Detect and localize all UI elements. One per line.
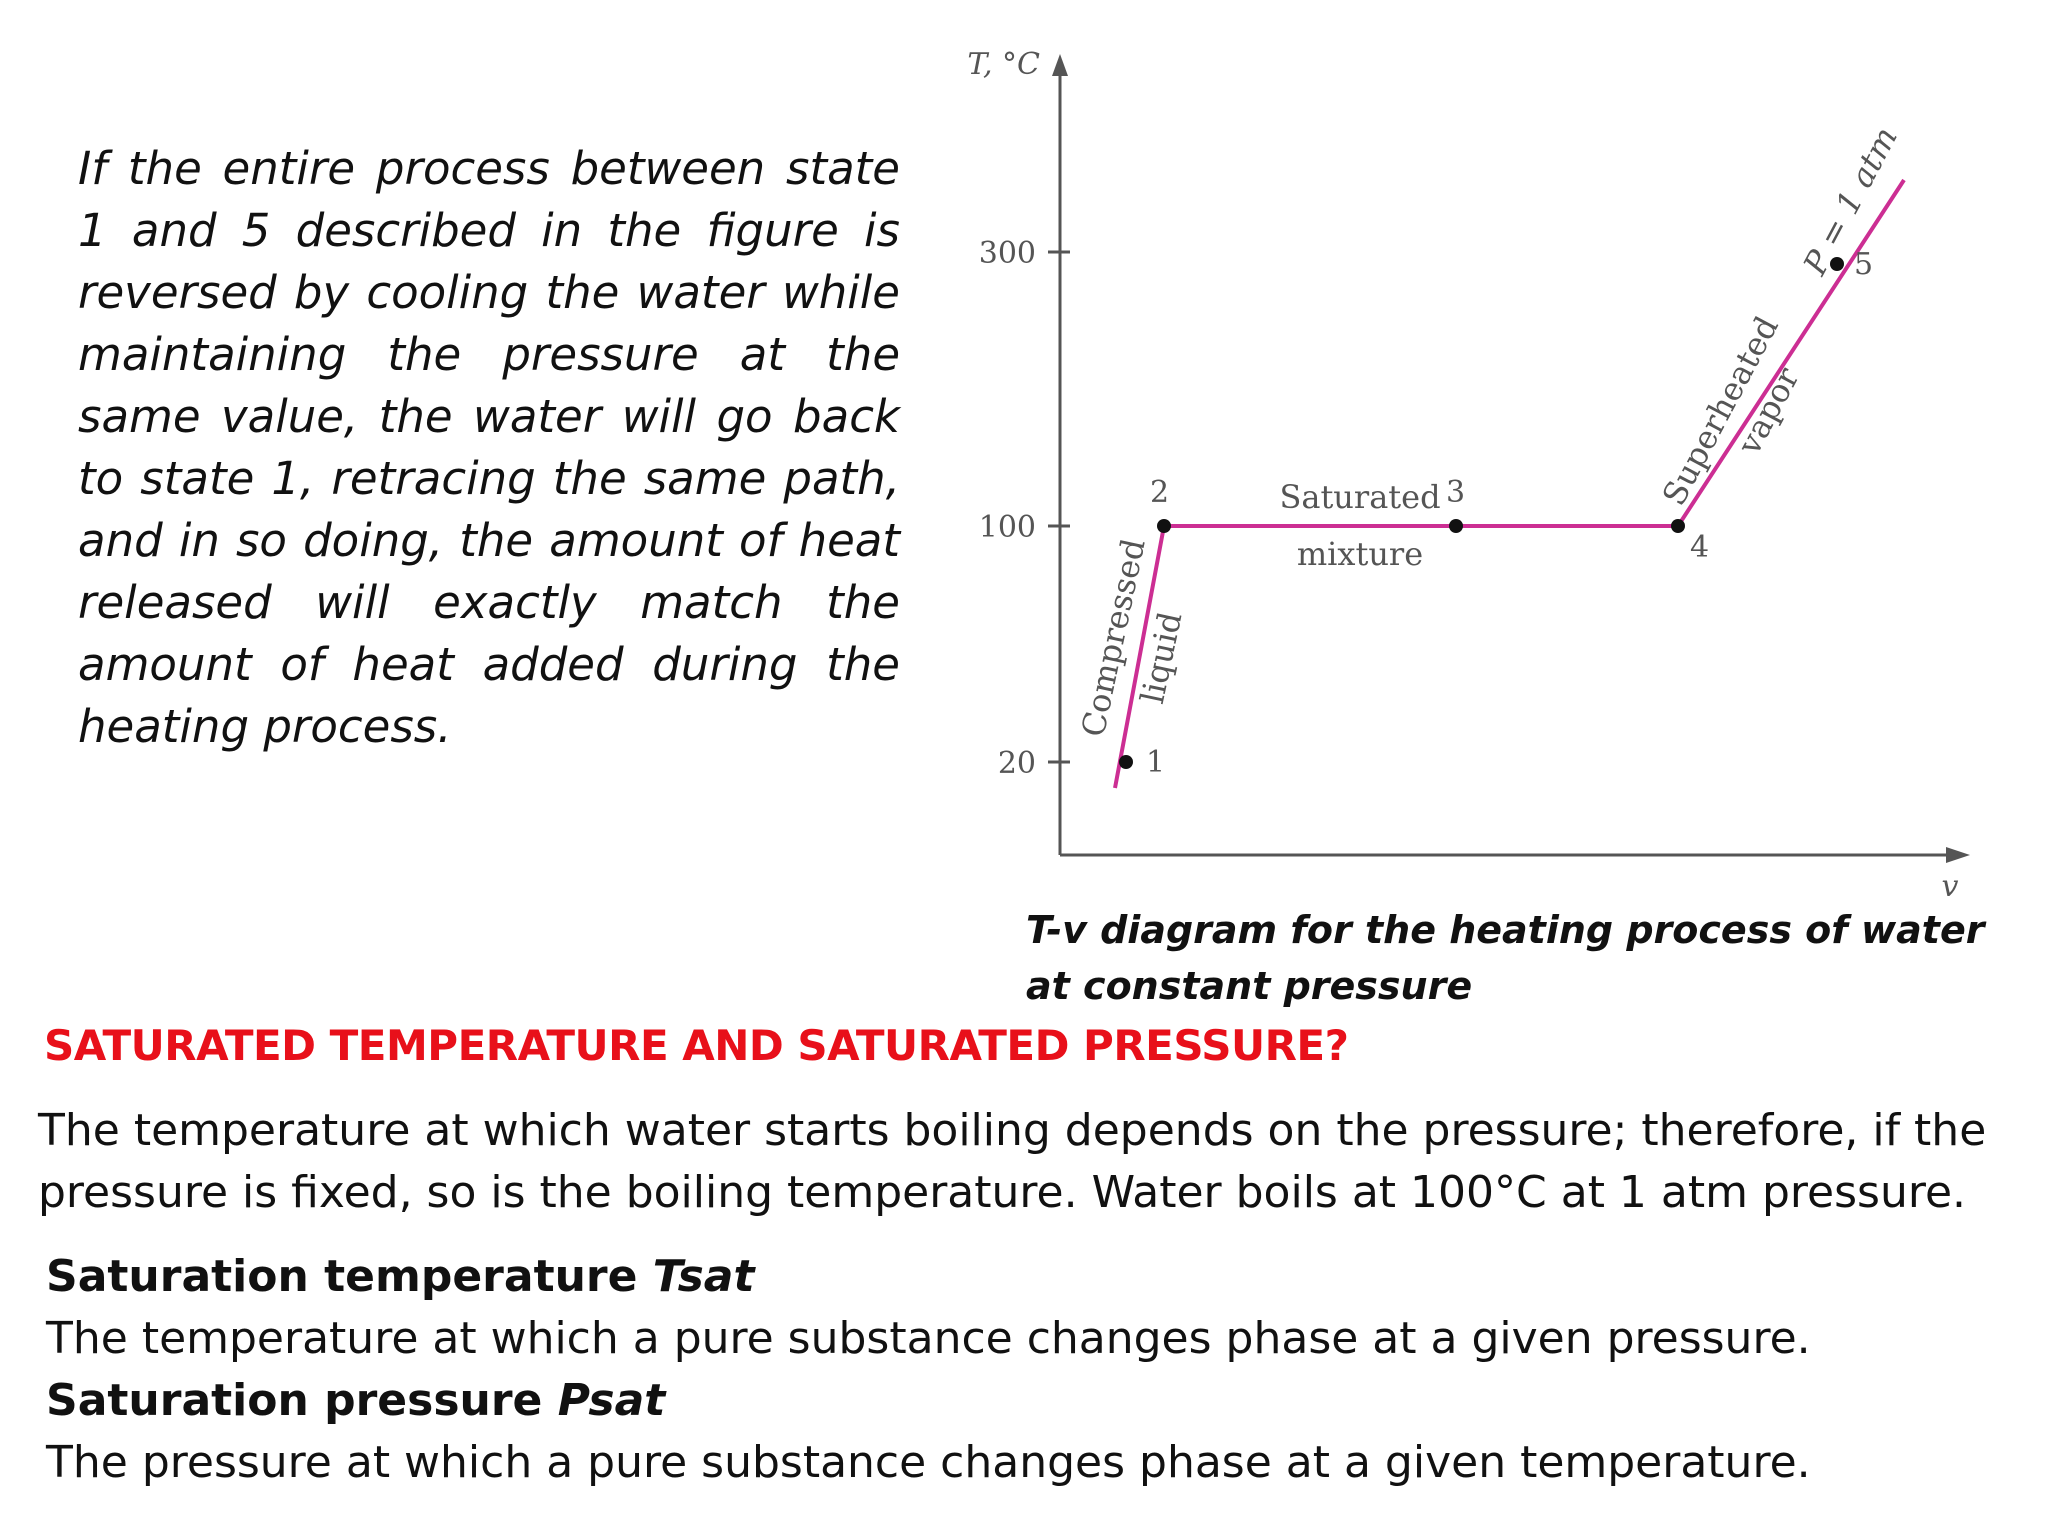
tv-diagram-svg: T, °C v 300 100 20 1 2 3 4 5 Compressed … [967, 47, 1970, 904]
state-label-2: 2 [1150, 475, 1169, 510]
compressed-liquid-label-2: liquid [1133, 609, 1189, 707]
tick-label-20: 20 [998, 746, 1036, 781]
definitions: Saturation temperature Tsat The temperat… [46, 1246, 2006, 1494]
section-heading: SATURATED TEMPERATURE AND SATURATED PRES… [44, 1021, 1349, 1070]
diagram-caption: T-v diagram for the heating process of w… [1026, 908, 1985, 1008]
definition-text-psat: The pressure at which a pure substance c… [46, 1437, 1811, 1488]
psat-symbol: Psat [557, 1375, 666, 1426]
state-point-1 [1119, 755, 1133, 769]
state-point-4 [1671, 519, 1685, 533]
process-line [1113, 178, 1906, 789]
state-label-4: 4 [1690, 530, 1709, 565]
y-axis-arrow [1052, 54, 1068, 76]
definition-term-tsat: Saturation temperature Tsat [46, 1251, 755, 1302]
tsat-symbol: Tsat [652, 1251, 755, 1302]
tick-label-300: 300 [979, 236, 1036, 271]
x-axis-label: v [1942, 869, 1959, 904]
state-point-5 [1830, 257, 1844, 271]
state-label-1: 1 [1146, 745, 1165, 780]
saturated-mixture-label-1: Saturated [1279, 478, 1440, 516]
boiling-paragraph: The temperature at which water starts bo… [38, 1105, 1987, 1218]
saturated-mixture-label-2: mixture [1297, 535, 1423, 573]
state-label-5: 5 [1854, 247, 1873, 282]
state-label-3: 3 [1446, 475, 1465, 510]
compressed-liquid-label-1: Compressed [1074, 535, 1153, 740]
tv-diagram: T, °C v 300 100 20 1 2 3 4 5 Compressed … [940, 40, 1970, 910]
intro-paragraph: If the entire process between state 1 an… [78, 142, 900, 753]
state-point-2 [1157, 519, 1171, 533]
tick-label-100: 100 [979, 510, 1036, 545]
x-axis-arrow [1946, 847, 1970, 863]
y-axis-label: T, °C [967, 47, 1040, 82]
state-point-3 [1449, 519, 1463, 533]
definition-term-psat: Saturation pressure Psat [46, 1375, 666, 1426]
definition-text-tsat: The temperature at which a pure substanc… [46, 1313, 1811, 1364]
